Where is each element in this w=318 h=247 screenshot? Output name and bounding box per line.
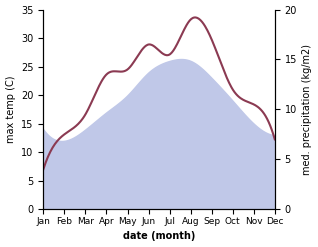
Y-axis label: max temp (C): max temp (C)	[5, 76, 16, 143]
Y-axis label: med. precipitation (kg/m2): med. precipitation (kg/m2)	[302, 44, 313, 175]
X-axis label: date (month): date (month)	[123, 231, 195, 242]
